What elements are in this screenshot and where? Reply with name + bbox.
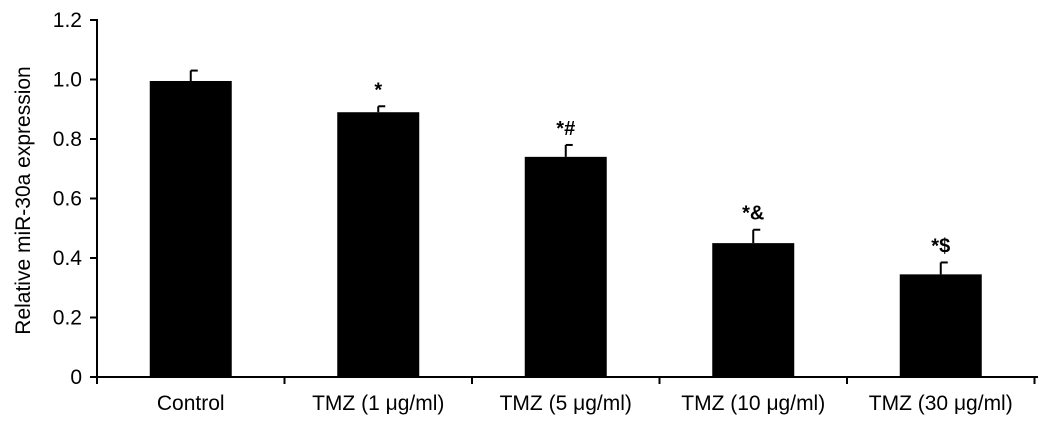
y-tick-label: 1.0 bbox=[53, 69, 82, 92]
bar-1 bbox=[337, 112, 420, 377]
x-tick-label: TMZ (30 μg/ml) bbox=[869, 392, 1013, 415]
y-tick-label: 0.8 bbox=[53, 128, 82, 151]
y-tick-label: 0.2 bbox=[53, 307, 82, 330]
y-axis-label: Relative miR-30a expression bbox=[12, 66, 35, 334]
bars: * *# *& *$ bbox=[149, 69, 982, 378]
x-tick-label: TMZ (1 μg/ml) bbox=[312, 392, 444, 415]
significance-label: * bbox=[374, 79, 382, 101]
y-tick-label: 0.4 bbox=[53, 247, 83, 270]
y-tick-label: 0 bbox=[70, 366, 82, 389]
y-tick-label: 0.6 bbox=[53, 188, 82, 211]
x-tick-label: TMZ (10 μg/ml) bbox=[681, 392, 825, 415]
significance-label: *$ bbox=[931, 235, 950, 257]
y-tick-label: 1.2 bbox=[53, 9, 82, 32]
y-axis: 0 0.2 0.4 0.6 0.8 1.0 1.2 bbox=[53, 9, 98, 389]
bar-0 bbox=[149, 80, 232, 378]
significance-label: *& bbox=[742, 203, 764, 225]
x-tick-label: Control bbox=[157, 392, 225, 415]
bar-2 bbox=[524, 156, 607, 377]
x-axis: Control TMZ (1 μg/ml) TMZ (5 μg/ml) TMZ (10… bbox=[96, 376, 1038, 415]
bar-4 bbox=[899, 274, 982, 377]
x-tick-label: TMZ (5 μg/ml) bbox=[500, 392, 632, 415]
bar-3 bbox=[712, 243, 795, 377]
significance-label: *# bbox=[556, 118, 575, 140]
